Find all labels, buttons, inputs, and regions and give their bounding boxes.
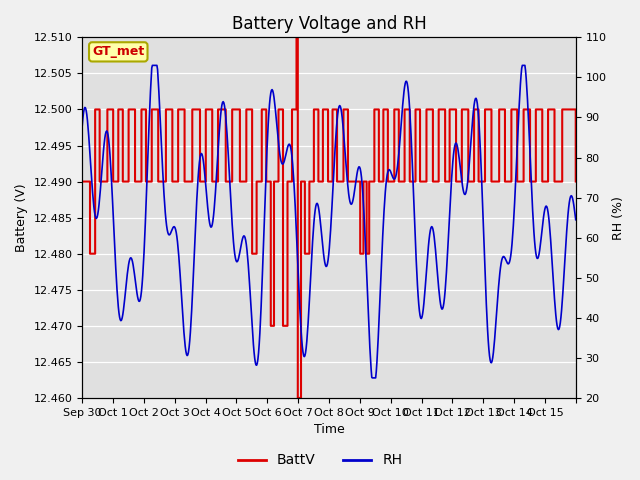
X-axis label: Time: Time <box>314 423 344 436</box>
Text: GT_met: GT_met <box>92 46 145 59</box>
Y-axis label: RH (%): RH (%) <box>612 196 625 240</box>
Title: Battery Voltage and RH: Battery Voltage and RH <box>232 15 426 33</box>
Y-axis label: Battery (V): Battery (V) <box>15 183 28 252</box>
Legend: BattV, RH: BattV, RH <box>232 448 408 473</box>
